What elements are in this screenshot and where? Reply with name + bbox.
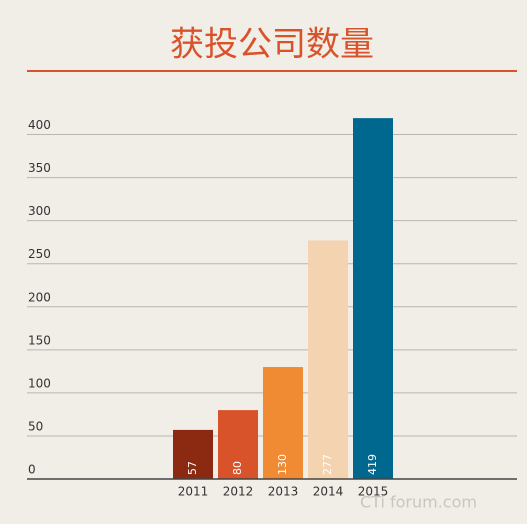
bar (173, 429, 213, 479)
y-tick-label: 200 (28, 290, 51, 304)
value-label: 419 (366, 454, 379, 475)
value-label: 57 (186, 461, 199, 475)
x-tick-label: 2015 (358, 485, 389, 499)
watermark: CTi forum.com (360, 493, 477, 512)
y-tick-label: 50 (28, 419, 43, 433)
bar (263, 367, 303, 479)
y-tick-label: 300 (28, 204, 51, 218)
y-tick-label: 100 (28, 376, 51, 390)
value-label: 277 (321, 454, 334, 475)
x-tick-label: 2013 (268, 485, 299, 499)
value-label: 130 (276, 454, 289, 475)
y-tick-label: 350 (28, 161, 51, 175)
chart-title: 获投公司数量 (170, 25, 374, 65)
bar (218, 410, 258, 479)
bar (308, 240, 348, 479)
x-tick-label: 2012 (223, 485, 254, 499)
value-label: 80 (231, 461, 244, 475)
y-tick-label: 150 (28, 333, 51, 347)
bar (353, 118, 393, 479)
y-tick-label: 400 (28, 118, 51, 132)
y-tick-label: 0 (28, 463, 36, 477)
x-tick-label: 2014 (313, 485, 344, 499)
x-tick-label: 2011 (178, 485, 209, 499)
y-tick-label: 250 (28, 247, 51, 261)
